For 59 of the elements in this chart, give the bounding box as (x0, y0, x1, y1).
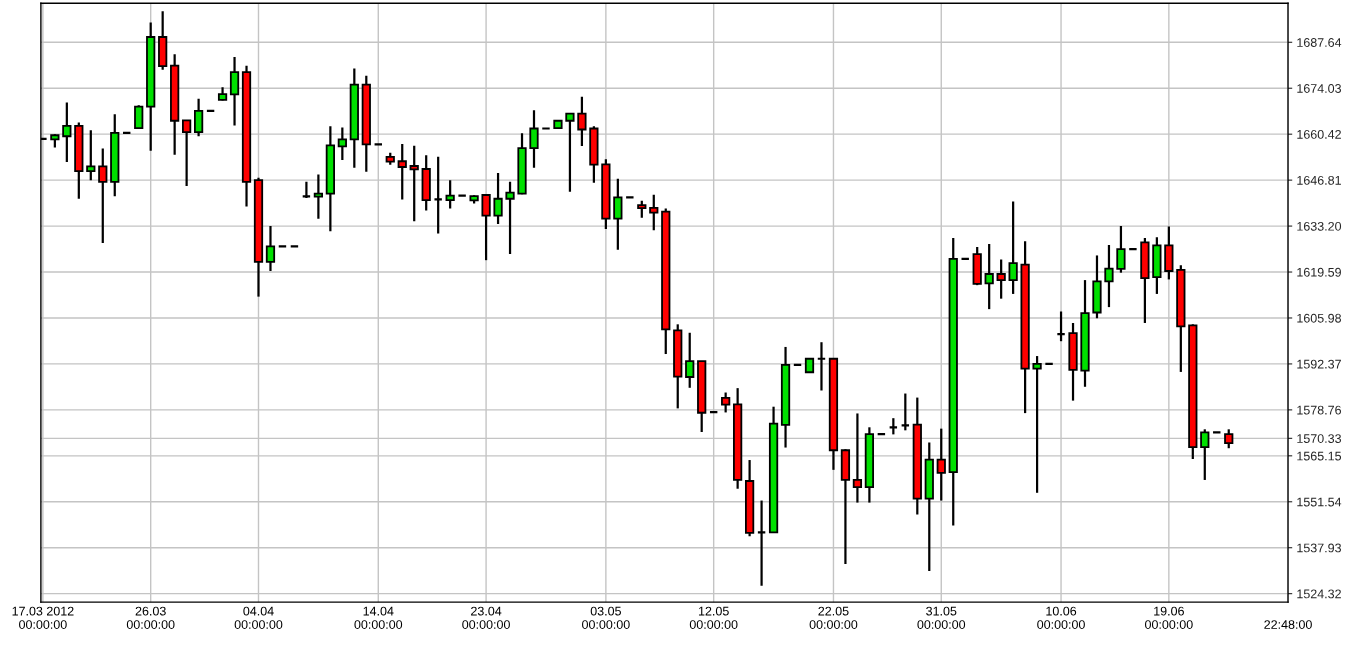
x-tick-label: 23.04 00:00:00 (462, 606, 510, 629)
candlestick (577, 95, 587, 148)
candlestick (409, 144, 419, 223)
x-tick-label: 22:48:00 (1264, 620, 1312, 629)
candlestick (193, 97, 204, 138)
y-tick-label: 1592.37 (1297, 359, 1341, 369)
x-tick-label: 14.04 00:00:00 (354, 606, 403, 629)
candlestick (1008, 200, 1018, 296)
x-tick-label: 10.06 00:00:00 (1037, 606, 1085, 629)
candlestick (1224, 428, 1234, 450)
x-tick-label: 31.05 00:00:00 (917, 606, 966, 629)
candlestick (62, 101, 72, 164)
candlestick (984, 242, 994, 311)
y-tick-label: 1551.54 (1297, 497, 1342, 507)
candlestick (852, 412, 863, 504)
candlestick (86, 129, 96, 182)
candlestick (529, 109, 539, 169)
x-tick-label: 26.03 00:00:00 (126, 606, 175, 629)
x-tick-label: 12.05 00:00:00 (689, 606, 738, 629)
candlestick (337, 126, 347, 162)
candlestick (613, 177, 623, 251)
y-tick-label: 1578.76 (1297, 405, 1341, 415)
candlestick (182, 119, 192, 188)
candlestick (505, 180, 515, 256)
y-tick-label: 1646.81 (1297, 175, 1341, 185)
candlestick (493, 171, 503, 226)
y-tick-label: 1565.15 (1297, 451, 1342, 461)
y-tick-label: 1537.93 (1297, 543, 1341, 553)
candlestick (265, 224, 276, 273)
x-tick-label: 04.04 00:00:00 (234, 606, 283, 629)
candlestick (685, 331, 695, 389)
x-tick-label: 19.06 00:00:00 (1145, 606, 1193, 629)
y-tick-label: 1605.98 (1297, 313, 1342, 323)
y-tick-label: 1524.32 (1297, 589, 1341, 599)
candlestick (1116, 224, 1126, 274)
candlestick (1104, 243, 1114, 309)
candlestick (565, 112, 575, 193)
candlestick (445, 179, 455, 210)
candlestick (229, 55, 240, 127)
y-tick-label: 1660.42 (1297, 129, 1341, 139)
candlestick (936, 427, 946, 502)
candlestick (98, 147, 108, 245)
candlestick (1200, 428, 1210, 482)
candlestick (134, 104, 144, 130)
x-tick-label: 22.05 00:00:00 (809, 606, 858, 629)
candlestick (996, 258, 1006, 300)
candlestick (397, 142, 407, 201)
candlestick (481, 192, 491, 262)
candlestick (721, 391, 731, 414)
y-tick-label: 1687.64 (1297, 38, 1342, 47)
y-tick-label: 1570.33 (1297, 434, 1341, 443)
candlestick (313, 173, 324, 220)
y-tick-label: 1619.59 (1297, 267, 1341, 277)
x-tick-label: 17.03 2012 00:00:00 (12, 606, 74, 629)
candlestick (1032, 354, 1042, 494)
y-tick-label: 1633.20 (1297, 221, 1342, 231)
y-tick-label: 1674.03 (1297, 84, 1341, 93)
x-tick-label: 03.05 00:00:00 (582, 606, 630, 629)
candlestick (649, 193, 659, 232)
